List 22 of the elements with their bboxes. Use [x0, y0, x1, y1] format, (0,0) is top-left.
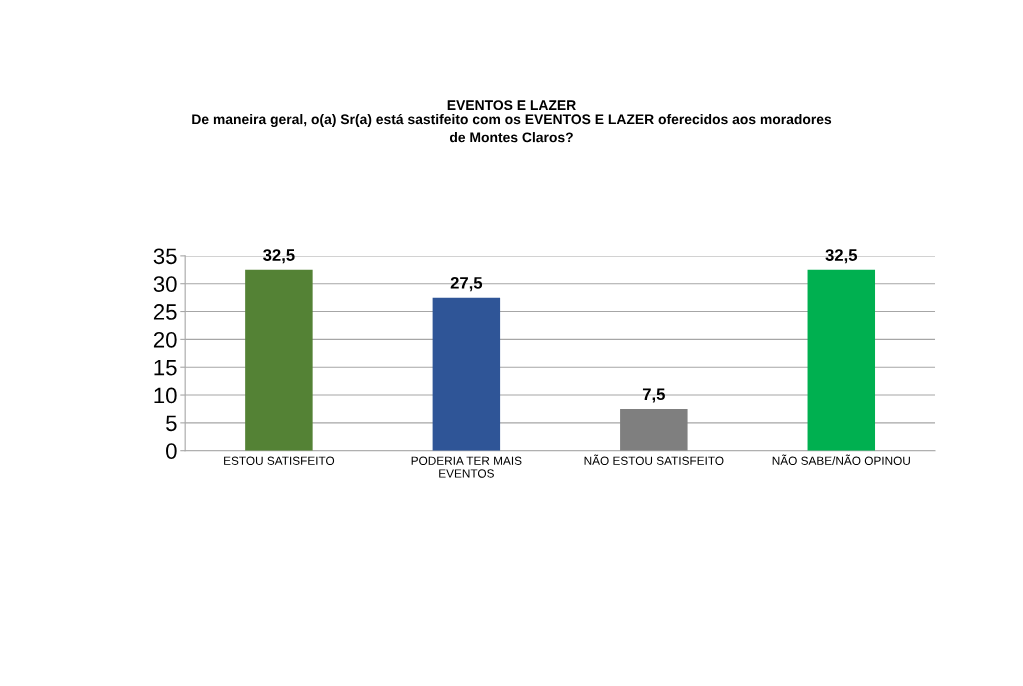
x-tick-label: ESTOU SATISFEITO: [224, 456, 335, 465]
chart-subtitle: De maneira geral, o(a) Sr(a) está sastifeito com os EVENTOS E LAZER oferecidos aos moradores de Montes Claros?: [192, 113, 832, 143]
bar: [807, 269, 876, 451]
bar: [432, 297, 501, 451]
y-tick-label: 20: [153, 331, 177, 348]
x-tick-label: PODERIA TER MAIS EVENTOS: [411, 456, 522, 478]
chart-title: EVENTOS E LAZER: [447, 100, 576, 111]
bar: [620, 408, 688, 451]
y-tick-label: 25: [153, 304, 177, 320]
x-tick-label: NÃO ESTOU SATISFEITO: [584, 454, 724, 465]
data-label: 27,5: [450, 276, 483, 292]
data-label: 32,5: [263, 249, 295, 264]
bar: [245, 269, 313, 451]
y-tick-label: 30: [153, 276, 177, 292]
y-tick-label: 35: [153, 248, 177, 265]
data-label: 32,5: [825, 249, 858, 264]
data-label: 7,5: [642, 388, 665, 403]
y-tick-label: 0: [166, 443, 177, 459]
y-tick-label: 15: [154, 359, 177, 376]
y-tick-label: 5: [166, 415, 177, 432]
x-tick-label: NÃO SABE/NÃO OPINOU: [772, 454, 910, 465]
y-tick-label: 10: [154, 387, 177, 404]
